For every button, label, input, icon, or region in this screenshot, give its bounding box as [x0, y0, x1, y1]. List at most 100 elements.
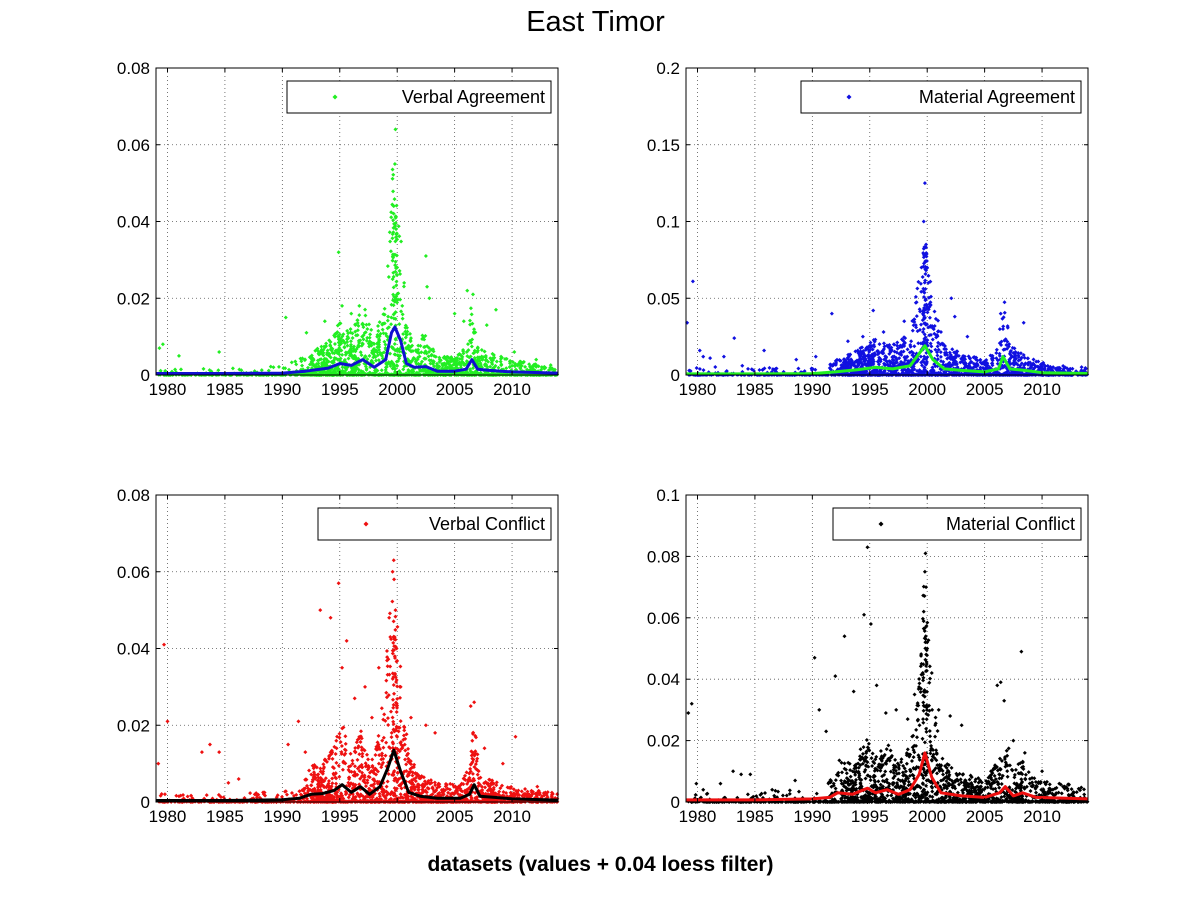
verbal-agreement-point [376, 324, 381, 329]
material-agreement-point [935, 350, 940, 355]
verbal-agreement-point [366, 341, 371, 346]
verbal-agreement-point [405, 325, 410, 330]
verbal-agreement-point [416, 343, 421, 348]
verbal-agreement-point [365, 335, 370, 340]
verbal-agreement-point [490, 362, 495, 367]
verbal-agreement-point [420, 368, 425, 373]
verbal-agreement-point [348, 330, 353, 335]
verbal-agreement-point [313, 348, 318, 353]
verbal-agreement-point [365, 357, 370, 362]
verbal-agreement-point [353, 322, 358, 327]
verbal-agreement-ytick-label: 0 [141, 366, 150, 385]
verbal-agreement-point [494, 359, 499, 364]
verbal-agreement-point [357, 303, 362, 308]
verbal-agreement-point [377, 320, 382, 325]
verbal-agreement-point [380, 322, 385, 327]
verbal-agreement-point [271, 365, 276, 370]
material-agreement-point [915, 368, 920, 373]
verbal-agreement-point [426, 354, 431, 359]
material-agreement-point [860, 362, 865, 367]
verbal-agreement-point [348, 348, 353, 353]
verbal-agreement-point [496, 365, 501, 370]
verbal-agreement-point [331, 358, 336, 363]
verbal-agreement-point [391, 303, 396, 308]
verbal-agreement-point [448, 364, 453, 369]
material-agreement-xtick-label: 1980 [679, 380, 717, 399]
verbal-agreement-point [472, 350, 477, 355]
verbal-agreement-xtick-label: 1995 [321, 380, 359, 399]
verbal-agreement-point [452, 311, 457, 316]
verbal-agreement-point [370, 350, 375, 355]
verbal-agreement-point [230, 366, 235, 371]
verbal-agreement-point [503, 356, 508, 361]
verbal-agreement-point [437, 357, 442, 362]
material-agreement-xtick-label: 2000 [908, 380, 946, 399]
verbal-agreement-point [348, 339, 353, 344]
verbal-agreement-point [356, 343, 361, 348]
verbal-agreement-point [408, 338, 413, 343]
verbal-agreement-point [408, 331, 413, 336]
verbal-agreement-point [405, 329, 410, 334]
verbal-agreement-point [393, 336, 398, 341]
verbal-agreement-point [444, 355, 449, 360]
verbal-agreement-point [400, 316, 405, 321]
verbal-agreement-point [475, 358, 480, 363]
verbal-agreement-point [390, 203, 395, 208]
verbal-agreement-point [513, 361, 518, 366]
verbal-agreement-point [356, 323, 361, 328]
verbal-agreement-point [324, 341, 329, 346]
verbal-agreement-point [367, 344, 372, 349]
material-agreement-ytick-label: 0.15 [647, 136, 680, 155]
verbal-agreement-point [394, 279, 399, 284]
verbal-agreement-point [394, 359, 399, 364]
verbal-agreement-point [276, 364, 281, 369]
verbal-agreement-point [398, 271, 403, 276]
verbal-agreement-point [416, 350, 421, 355]
verbal-agreement-point [402, 341, 407, 346]
verbal-agreement-point [237, 367, 242, 372]
verbal-agreement-point [348, 352, 353, 357]
verbal-agreement-ytick-label: 0.06 [117, 136, 150, 155]
verbal-agreement-point [402, 280, 407, 285]
verbal-agreement-point [427, 296, 432, 301]
verbal-agreement-point [467, 338, 472, 343]
verbal-agreement-point [355, 328, 360, 333]
verbal-agreement-point [283, 315, 288, 320]
material-agreement-xtick-label: 1990 [793, 380, 831, 399]
verbal-agreement-point [391, 230, 396, 235]
verbal-agreement-point [348, 344, 353, 349]
verbal-agreement-point [403, 329, 408, 334]
verbal-agreement-point [443, 363, 448, 368]
verbal-agreement-point [336, 340, 341, 345]
verbal-agreement-point [394, 283, 399, 288]
verbal-agreement-point [413, 359, 418, 364]
material-agreement-point [925, 310, 930, 315]
material-agreement-legend-label: Material Agreement [919, 87, 1075, 107]
verbal-agreement-point [293, 359, 298, 364]
verbal-agreement-point [358, 338, 363, 343]
verbal-agreement-point [300, 356, 305, 361]
verbal-agreement-point [392, 221, 397, 226]
verbal-agreement-point [216, 368, 221, 373]
material-agreement-point [858, 346, 863, 351]
verbal-agreement-point [491, 358, 496, 363]
verbal-agreement-point [397, 369, 402, 374]
verbal-agreement-point [504, 366, 509, 371]
material-agreement-ytick-label: 0 [671, 366, 680, 385]
verbal-agreement-point [416, 347, 421, 352]
verbal-agreement-point [391, 312, 396, 317]
verbal-agreement-point [388, 239, 393, 244]
verbal-agreement-point [437, 364, 442, 369]
verbal-agreement-point [472, 327, 477, 332]
verbal-agreement-point [391, 189, 396, 194]
verbal-agreement-point [431, 359, 436, 364]
verbal-agreement-point [322, 358, 327, 363]
material-agreement-legend: Material Agreement [800, 80, 1082, 114]
material-agreement-point [928, 332, 933, 337]
verbal-agreement-point [259, 368, 264, 373]
verbal-agreement-point [391, 274, 396, 279]
verbal-agreement-point [388, 351, 393, 356]
verbal-agreement-point [451, 362, 456, 367]
verbal-agreement-ytick-label: 0.08 [117, 59, 150, 78]
verbal-agreement-point [335, 330, 340, 335]
